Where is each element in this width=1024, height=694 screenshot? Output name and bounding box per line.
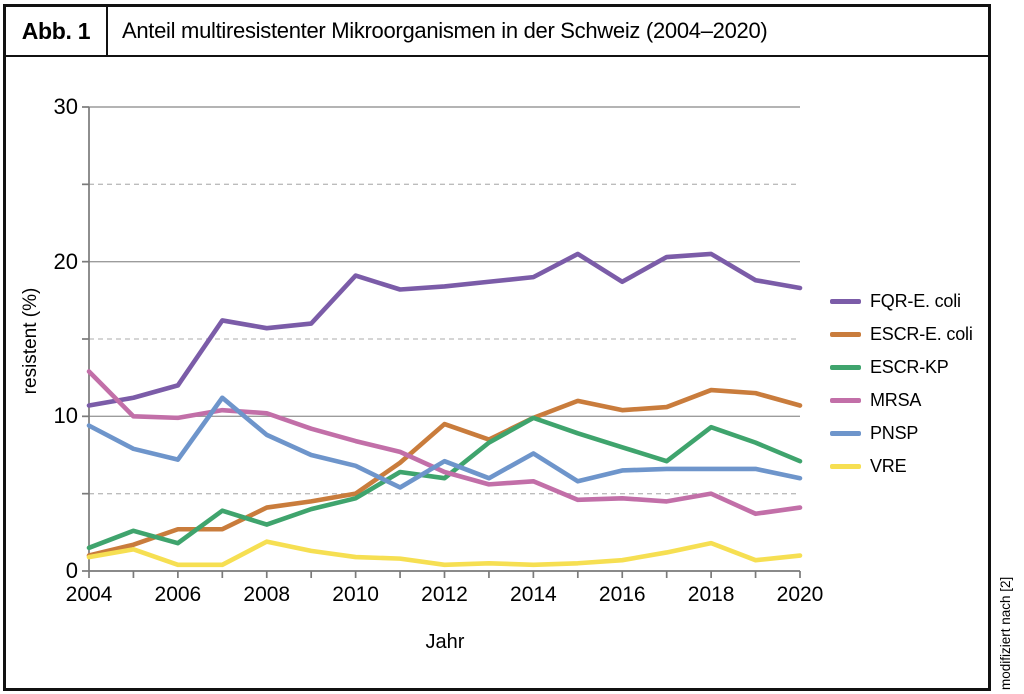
legend-item: VRE	[830, 450, 973, 483]
x-tick-label: 2016	[598, 583, 646, 606]
legend-label: ESCR-KP	[870, 357, 949, 377]
legend-label: MRSA	[870, 390, 922, 410]
legend: FQR-E. coli ESCR-E. coli ESCR-KP MRSA PN…	[830, 285, 973, 483]
x-axis-title: Jahr	[425, 631, 465, 653]
legend-color-swatch	[830, 365, 861, 370]
legend-color-swatch	[830, 431, 861, 436]
x-tick-label: 2020	[776, 583, 824, 606]
legend-item: PNSP	[830, 417, 973, 450]
x-tick-label: 2004	[65, 583, 113, 606]
y-tick-label: 30	[53, 94, 78, 119]
x-tick-label: 2012	[421, 583, 468, 606]
y-axis-title: resistent (%)	[20, 287, 41, 395]
legend-color-swatch	[830, 299, 861, 304]
legend-color-swatch	[830, 332, 861, 337]
y-tick-label: 10	[53, 403, 78, 429]
x-tick-label: 2008	[243, 583, 291, 606]
series-line-mrsa	[86, 369, 803, 517]
x-tick-label: 2010	[332, 583, 379, 606]
legend-color-swatch	[830, 464, 861, 469]
x-tick-label: 2006	[154, 583, 202, 606]
legend-color-swatch	[830, 398, 861, 403]
source-note: modifiziert nach [2]	[998, 576, 1013, 690]
legend-item: MRSA	[830, 384, 973, 417]
series-line-pnsp	[86, 395, 803, 490]
legend-item: ESCR-E. coli	[830, 318, 973, 351]
x-tick-label: 2014	[510, 583, 557, 606]
y-tick-label: 0	[65, 558, 78, 583]
series-line-vre	[86, 539, 803, 568]
legend-label: VRE	[870, 456, 907, 476]
legend-item: FQR-E. coli	[830, 285, 973, 318]
legend-label: ESCR-E. coli	[870, 324, 973, 344]
series-line-fqr-e-coli	[86, 251, 803, 408]
legend-label: FQR-E. coli	[870, 291, 961, 311]
legend-item: ESCR-KP	[830, 351, 973, 384]
series-line-escr-e-coli	[86, 387, 803, 558]
y-tick-label: 20	[53, 248, 78, 274]
x-tick-label: 2018	[687, 583, 735, 606]
legend-label: PNSP	[870, 423, 919, 443]
series-line-escr-kp	[86, 415, 803, 551]
